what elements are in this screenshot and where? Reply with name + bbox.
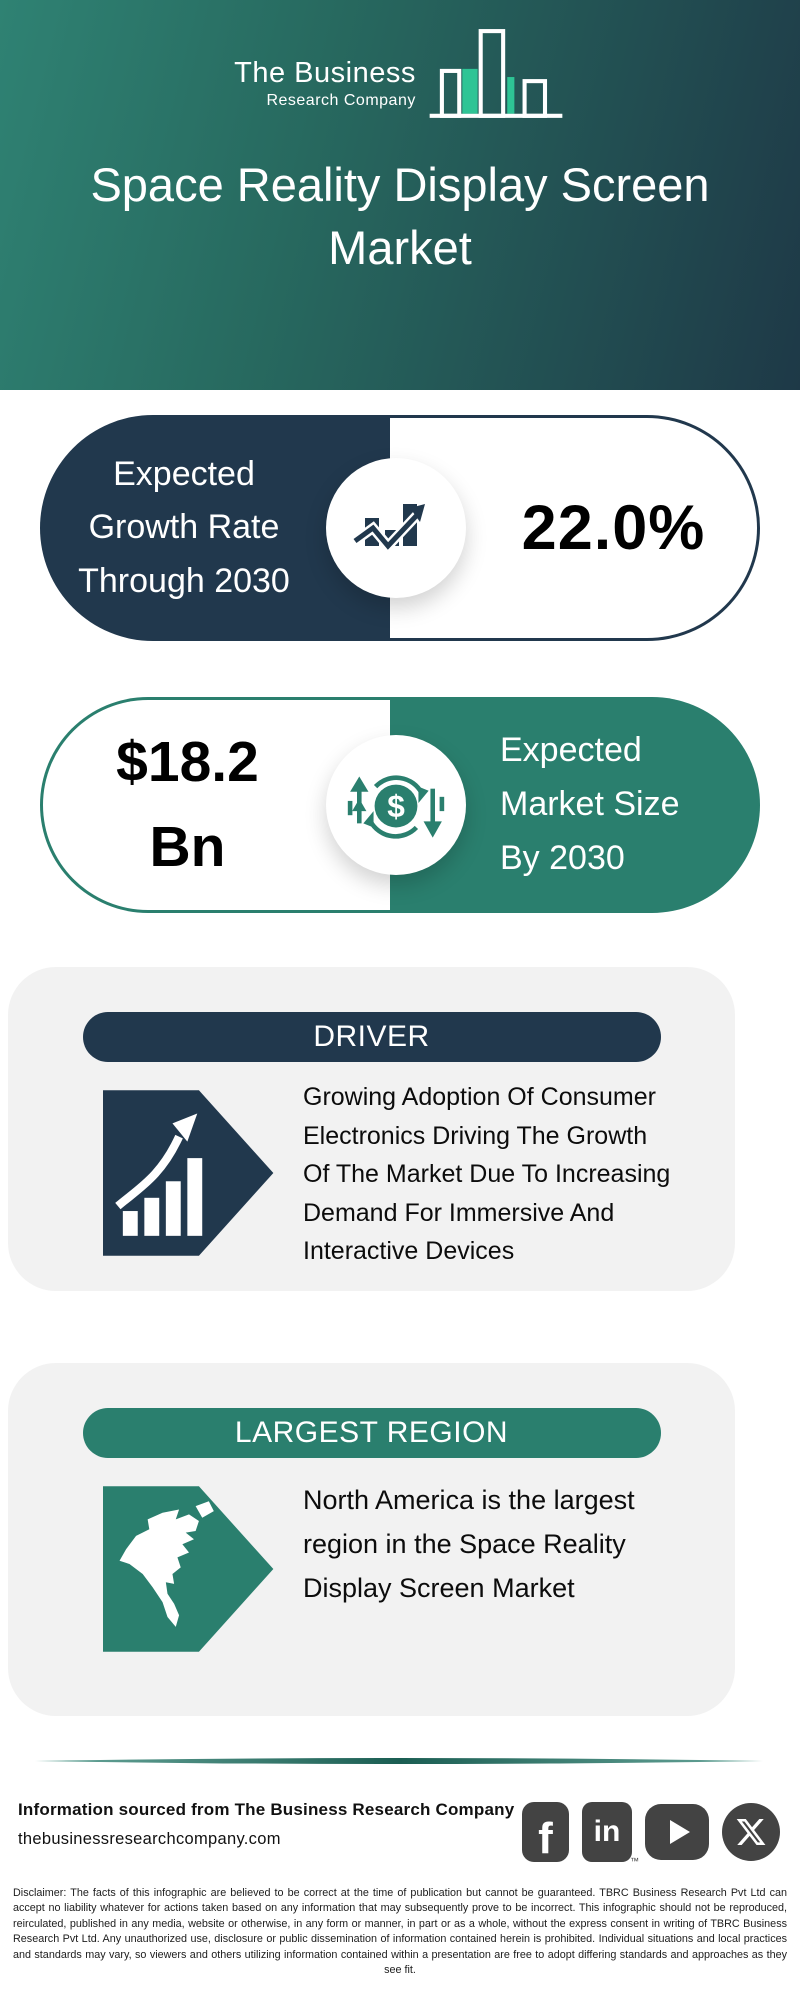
linkedin-tm: ™ [630,1855,639,1866]
linkedin-icon[interactable]: in ™ [582,1801,639,1866]
footer: Information sourced from The Business Re… [18,1800,780,1866]
driver-badge-label: DRIVER [313,1020,430,1053]
money-exchange-icon: $ [347,775,445,839]
region-card: LARGEST REGION North America is the larg… [8,1362,735,1716]
page-title: Space Reality Display Screen Market [90,158,710,274]
source-text: Information sourced from The Business Re… [18,1800,514,1849]
region-badge: LARGEST REGION [82,1407,661,1458]
brand-bars-icon [429,29,563,118]
divider [35,1757,765,1764]
market-size-pill: $18.2 Bn Expected Market Size By 2030 [40,697,760,913]
social-icons: f in ™ [522,1801,780,1866]
north-america-map-icon [103,1485,274,1652]
play-icon [669,1819,690,1844]
header-banner: The Business Research Company Space Real… [0,0,800,390]
website-url[interactable]: thebusinessresearchcompany.com [18,1829,281,1848]
growth-chart-icon-circle [326,458,466,598]
growth-rate-pill: Expected Growth Rate Through 2030 22.0% [40,415,760,641]
x-icon[interactable] [722,1802,780,1861]
brand-name-line1: The Business [234,57,416,89]
driver-body: Growing Adoption Of Consumer Electronics… [8,1078,735,1271]
market-size-label: Expected Market Size By 2030 [500,731,680,877]
growth-chart-icon [352,504,425,554]
region-text: North America is the largest region in t… [303,1484,635,1603]
youtube-icon[interactable] [645,1803,709,1860]
growth-rate-label-panel: Expected Growth Rate Through 2030 [40,415,390,641]
source-line: Information sourced from The Business Re… [18,1799,515,1819]
disclaimer-text: Disclaimer: The facts of this infographi… [13,1886,787,1977]
driver-text: Growing Adoption Of Consumer Electronics… [303,1083,671,1265]
growth-rate-value: 22.0% [521,493,706,563]
growth-bars-arrow-icon [103,1090,274,1256]
driver-card: DRIVER Growing Adoption Of Consumer Elec… [8,967,735,1291]
region-body: North America is the largest region in t… [8,1474,735,1652]
facebook-icon[interactable]: f [522,1801,569,1862]
svg-text:$: $ [387,788,405,824]
money-exchange-icon-circle: $ [326,735,466,875]
brand-logo: The Business Research Company [0,24,800,124]
growth-rate-label: Expected Growth Rate Through 2030 [78,455,290,600]
brand-name: The Business Research Company [234,57,416,124]
driver-badge: DRIVER [82,1012,661,1062]
market-size-value: $18.2 Bn [116,729,259,880]
brand-name-line2: Research Company [266,92,416,109]
region-badge-label: LARGEST REGION [234,1415,509,1449]
